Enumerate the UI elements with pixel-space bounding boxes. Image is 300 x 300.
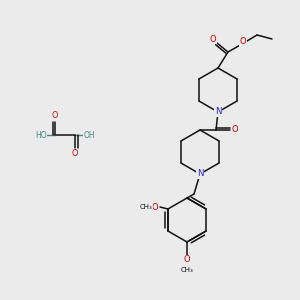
Text: N: N <box>215 107 221 116</box>
Text: O: O <box>240 38 246 46</box>
Text: O: O <box>72 149 78 158</box>
Text: CH₃: CH₃ <box>181 267 194 273</box>
Text: O: O <box>152 202 158 211</box>
Text: CH₃: CH₃ <box>140 204 152 210</box>
Text: HO: HO <box>35 130 47 140</box>
Text: O: O <box>232 125 238 134</box>
Text: N: N <box>197 169 203 178</box>
Text: O: O <box>52 112 58 121</box>
Text: O: O <box>210 34 216 43</box>
Text: O: O <box>184 256 190 265</box>
Text: OH: OH <box>83 130 95 140</box>
